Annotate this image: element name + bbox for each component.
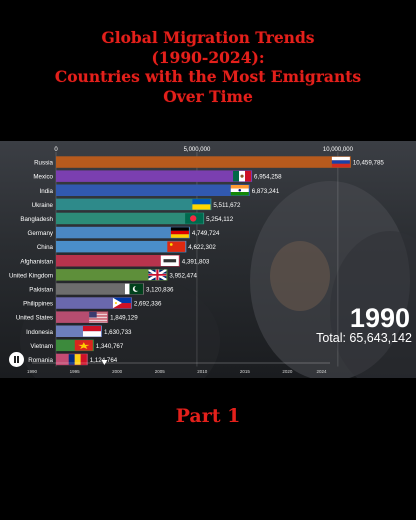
romania-flag-icon bbox=[68, 354, 87, 365]
category-label: China bbox=[37, 244, 54, 251]
page-title: Global Migration Trends (1990-2024): Cou… bbox=[0, 28, 416, 106]
india-flag-icon bbox=[230, 185, 249, 196]
category-label: United States bbox=[16, 315, 53, 322]
timeline-label: 2024 bbox=[316, 369, 327, 374]
timeline-label: 2015 bbox=[240, 369, 251, 374]
category-label: Russia bbox=[34, 160, 53, 167]
category-label: Philippines bbox=[23, 301, 53, 308]
timeline-label: 2005 bbox=[155, 369, 166, 374]
category-label: Ukraine bbox=[32, 202, 54, 209]
usa-flag-icon bbox=[89, 311, 108, 323]
bar-russia bbox=[56, 156, 351, 168]
x-tick-label: 10,000,000 bbox=[323, 147, 354, 153]
value-label: 5,511,672 bbox=[213, 202, 241, 209]
bar-chart: 0 5,000,000 10,000,000 Russia 10,459,785 Mexi… bbox=[9, 147, 385, 374]
bar-ukraine bbox=[56, 198, 212, 211]
category-label: India bbox=[40, 188, 54, 195]
bar-germany bbox=[56, 226, 190, 239]
timeline-label: 1990 bbox=[27, 369, 38, 374]
bar-philippines bbox=[56, 297, 132, 309]
value-label: 5,254,112 bbox=[206, 216, 234, 223]
timeline-marker bbox=[101, 360, 108, 365]
pause-button[interactable] bbox=[9, 352, 24, 367]
value-label: 4,391,803 bbox=[182, 258, 210, 265]
afghanistan-flag-icon bbox=[160, 255, 179, 266]
category-label: Mexico bbox=[33, 174, 53, 181]
part-label: Part 1 bbox=[175, 405, 241, 427]
bar-united-states bbox=[56, 311, 109, 323]
category-label: Romania bbox=[28, 357, 53, 364]
germany-flag-icon bbox=[170, 227, 189, 238]
value-label: 4,749,724 bbox=[192, 230, 220, 237]
bar-pakistan bbox=[56, 283, 144, 295]
uk-flag-icon bbox=[148, 269, 167, 281]
bar-indonesia bbox=[56, 325, 102, 337]
mexico-flag-icon bbox=[233, 170, 252, 182]
category-label: Vietnam bbox=[30, 343, 53, 350]
timeline-label: 2010 bbox=[197, 369, 208, 374]
x-tick-label: 0 bbox=[54, 147, 58, 153]
value-label: 2,692,336 bbox=[134, 301, 162, 308]
value-label: 1,340,767 bbox=[96, 343, 124, 350]
bar-mexico bbox=[56, 170, 253, 182]
value-label: 1,630,733 bbox=[104, 329, 132, 336]
timeline-label: 1995 bbox=[70, 369, 81, 374]
total-emigrants: Total: 65,643,142 bbox=[316, 331, 412, 345]
title-line-1: Global Migration Trends bbox=[101, 28, 315, 47]
value-label: 3,952,474 bbox=[169, 272, 197, 279]
category-label: Germany bbox=[28, 230, 54, 237]
philippines-flag-icon bbox=[112, 297, 131, 309]
timeline-label: 2000 bbox=[112, 369, 123, 374]
title-line-3: Countries with the Most Emigrants bbox=[54, 67, 362, 86]
value-label: 6,954,258 bbox=[254, 174, 282, 181]
bar-bangladesh bbox=[56, 212, 205, 225]
value-label: 10,459,785 bbox=[353, 160, 385, 167]
x-tick-label: 5,000,000 bbox=[184, 147, 211, 153]
value-label: 3,120,836 bbox=[146, 286, 174, 293]
category-label: Afghanistan bbox=[20, 258, 53, 265]
title-line-2: (1990-2024): bbox=[151, 47, 265, 67]
bar-china bbox=[56, 240, 187, 253]
vietnam-flag-icon bbox=[74, 340, 93, 351]
value-label: 6,873,241 bbox=[252, 188, 280, 195]
bar-india bbox=[56, 184, 250, 196]
russia-flag-icon bbox=[331, 156, 350, 168]
china-flag-icon bbox=[167, 241, 186, 252]
current-year: 1990 bbox=[349, 303, 410, 333]
ukraine-flag-icon bbox=[192, 199, 211, 210]
bangladesh-flag-icon bbox=[185, 213, 204, 224]
category-label: Bangladesh bbox=[20, 216, 53, 223]
category-label: United Kingdom bbox=[9, 272, 53, 279]
category-label: Pakistan bbox=[29, 286, 53, 293]
value-label: 4,622,302 bbox=[188, 244, 216, 251]
bar-united-kingdom bbox=[56, 269, 168, 281]
timeline-label: 2020 bbox=[282, 369, 293, 374]
category-label: Indonesia bbox=[26, 329, 53, 336]
indonesia-flag-icon bbox=[82, 326, 101, 337]
value-label: 1,849,129 bbox=[110, 315, 138, 322]
title-line-4: Over Time bbox=[163, 86, 253, 106]
pakistan-flag-icon bbox=[124, 283, 143, 295]
bar-afghanistan bbox=[56, 255, 180, 267]
